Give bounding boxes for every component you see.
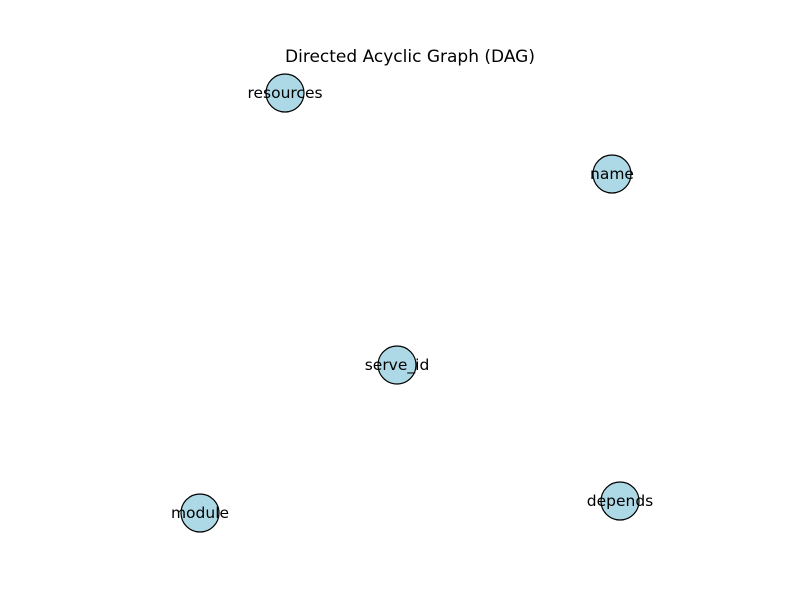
node-depends-circle	[600, 481, 640, 521]
node-serve-id-circle	[377, 345, 417, 385]
node-depends-label: depends	[587, 492, 654, 510]
node-name: name	[590, 154, 634, 194]
node-resources: resources	[247, 73, 323, 113]
node-serve-id-label: serve_id	[365, 356, 430, 375]
node-resources-circle	[265, 73, 305, 113]
node-depends: depends	[587, 481, 654, 521]
diagram-title: Directed Acyclic Graph (DAG)	[285, 47, 535, 67]
node-module: module	[171, 493, 229, 533]
node-module-circle	[180, 493, 220, 533]
node-resources-label: resources	[247, 84, 322, 102]
node-name-label: name	[590, 165, 634, 183]
node-serve-id: serve_id	[365, 345, 430, 385]
node-name-circle	[592, 154, 632, 194]
node-module-label: module	[171, 504, 229, 522]
